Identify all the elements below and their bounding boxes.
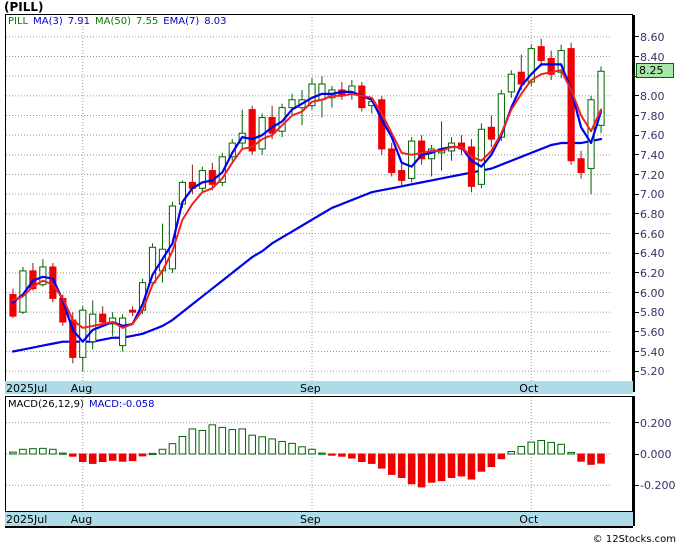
price-tick (634, 351, 639, 352)
price-tick (634, 95, 639, 97)
price-tick (634, 292, 639, 293)
price-y-tick-label: 7.80 (640, 109, 665, 123)
macd-y-tick-label: 0.200 (640, 416, 672, 430)
price-y-tick-label: 5.60 (640, 325, 665, 339)
price-tick (634, 115, 639, 116)
legend-item-0: PILL (8, 16, 29, 27)
price-tick (634, 331, 639, 333)
price-y-tick-label: 7.40 (640, 148, 665, 162)
macd-chart-svg[interactable] (6, 397, 632, 511)
macd-legend: MACD(26,12,9) MACD:-0.058 (8, 399, 160, 410)
price-x-tick-label: Aug (70, 382, 93, 395)
legend-item-2: 7.91 (67, 16, 91, 27)
macd-x-tick-label: 2025Jul (6, 513, 48, 526)
legend-item-1: MA(3) (33, 16, 63, 27)
macd-panel (5, 396, 633, 512)
macd-tick (634, 453, 639, 455)
current-price-badge: 8.25 (636, 63, 674, 78)
macd-y-tick-label: 0.000 (640, 448, 672, 461)
price-tick (634, 370, 639, 372)
price-y-tick-label: 8.60 (640, 30, 665, 44)
price-legend: PILL MA(3) 7.91 MA(50) 7.55 EMA(7) 8.03 (8, 16, 232, 27)
bottom-rule (5, 526, 633, 528)
macd-x-tick-label: Sep (299, 513, 321, 526)
macd-tick (634, 422, 639, 424)
macd-axis-spine (633, 396, 635, 526)
macd-x-tick-label: Aug (70, 513, 93, 526)
legend-item-1: MACD:-0.058 (88, 399, 155, 410)
legend-item-0: MACD(26,12,9) (8, 399, 84, 410)
price-tick (634, 252, 639, 254)
price-tick (634, 134, 639, 136)
price-x-tick-label: 2025Jul (6, 382, 48, 395)
price-chart-svg[interactable] (6, 15, 632, 391)
price-y-tick-label: 5.80 (640, 306, 665, 320)
price-y-tick-label: 7.20 (640, 168, 665, 182)
price-y-tick-label: 8.00 (640, 89, 665, 103)
legend-item-4: 7.55 (136, 16, 159, 27)
price-tick (634, 154, 639, 156)
price-tick (634, 56, 639, 57)
price-y-tick-label: 5.40 (640, 345, 665, 359)
price-y-tick-label: 8.40 (640, 50, 665, 64)
price-y-tick-label: 7.00 (640, 188, 665, 202)
price-tick (634, 311, 639, 313)
price-y-tick-label: 6.00 (640, 286, 665, 300)
price-tick (634, 193, 639, 195)
price-x-tick-label: Oct (519, 382, 539, 395)
price-y-tick-label: 7.60 (640, 129, 665, 143)
price-axis-spine (633, 15, 635, 392)
macd-x-tick-label: Oct (519, 513, 539, 526)
legend-item-5: EMA(7) (163, 16, 200, 27)
price-tick (634, 233, 639, 234)
legend-item-6: 8.03 (204, 16, 227, 27)
macd-tick (634, 484, 639, 486)
macd-y-tick-label: -0.200 (640, 479, 676, 493)
page-title: (PILL) (4, 0, 44, 14)
macd-date-strip (5, 512, 633, 526)
copyright-notice: © 12Stocks.com (592, 534, 676, 545)
price-y-tick-label: 6.80 (640, 207, 665, 221)
price-x-tick-label: Sep (299, 382, 321, 395)
price-tick (634, 272, 639, 274)
price-tick (634, 213, 639, 215)
price-y-tick-label: 5.20 (640, 365, 665, 379)
price-y-tick-label: 6.40 (640, 247, 665, 261)
price-tick (634, 36, 639, 38)
legend-item-3: MA(50) (95, 16, 132, 27)
price-date-strip (5, 381, 633, 394)
price-y-tick-label: 6.60 (640, 227, 665, 241)
price-tick (634, 174, 639, 175)
price-y-tick-label: 6.20 (640, 266, 665, 280)
